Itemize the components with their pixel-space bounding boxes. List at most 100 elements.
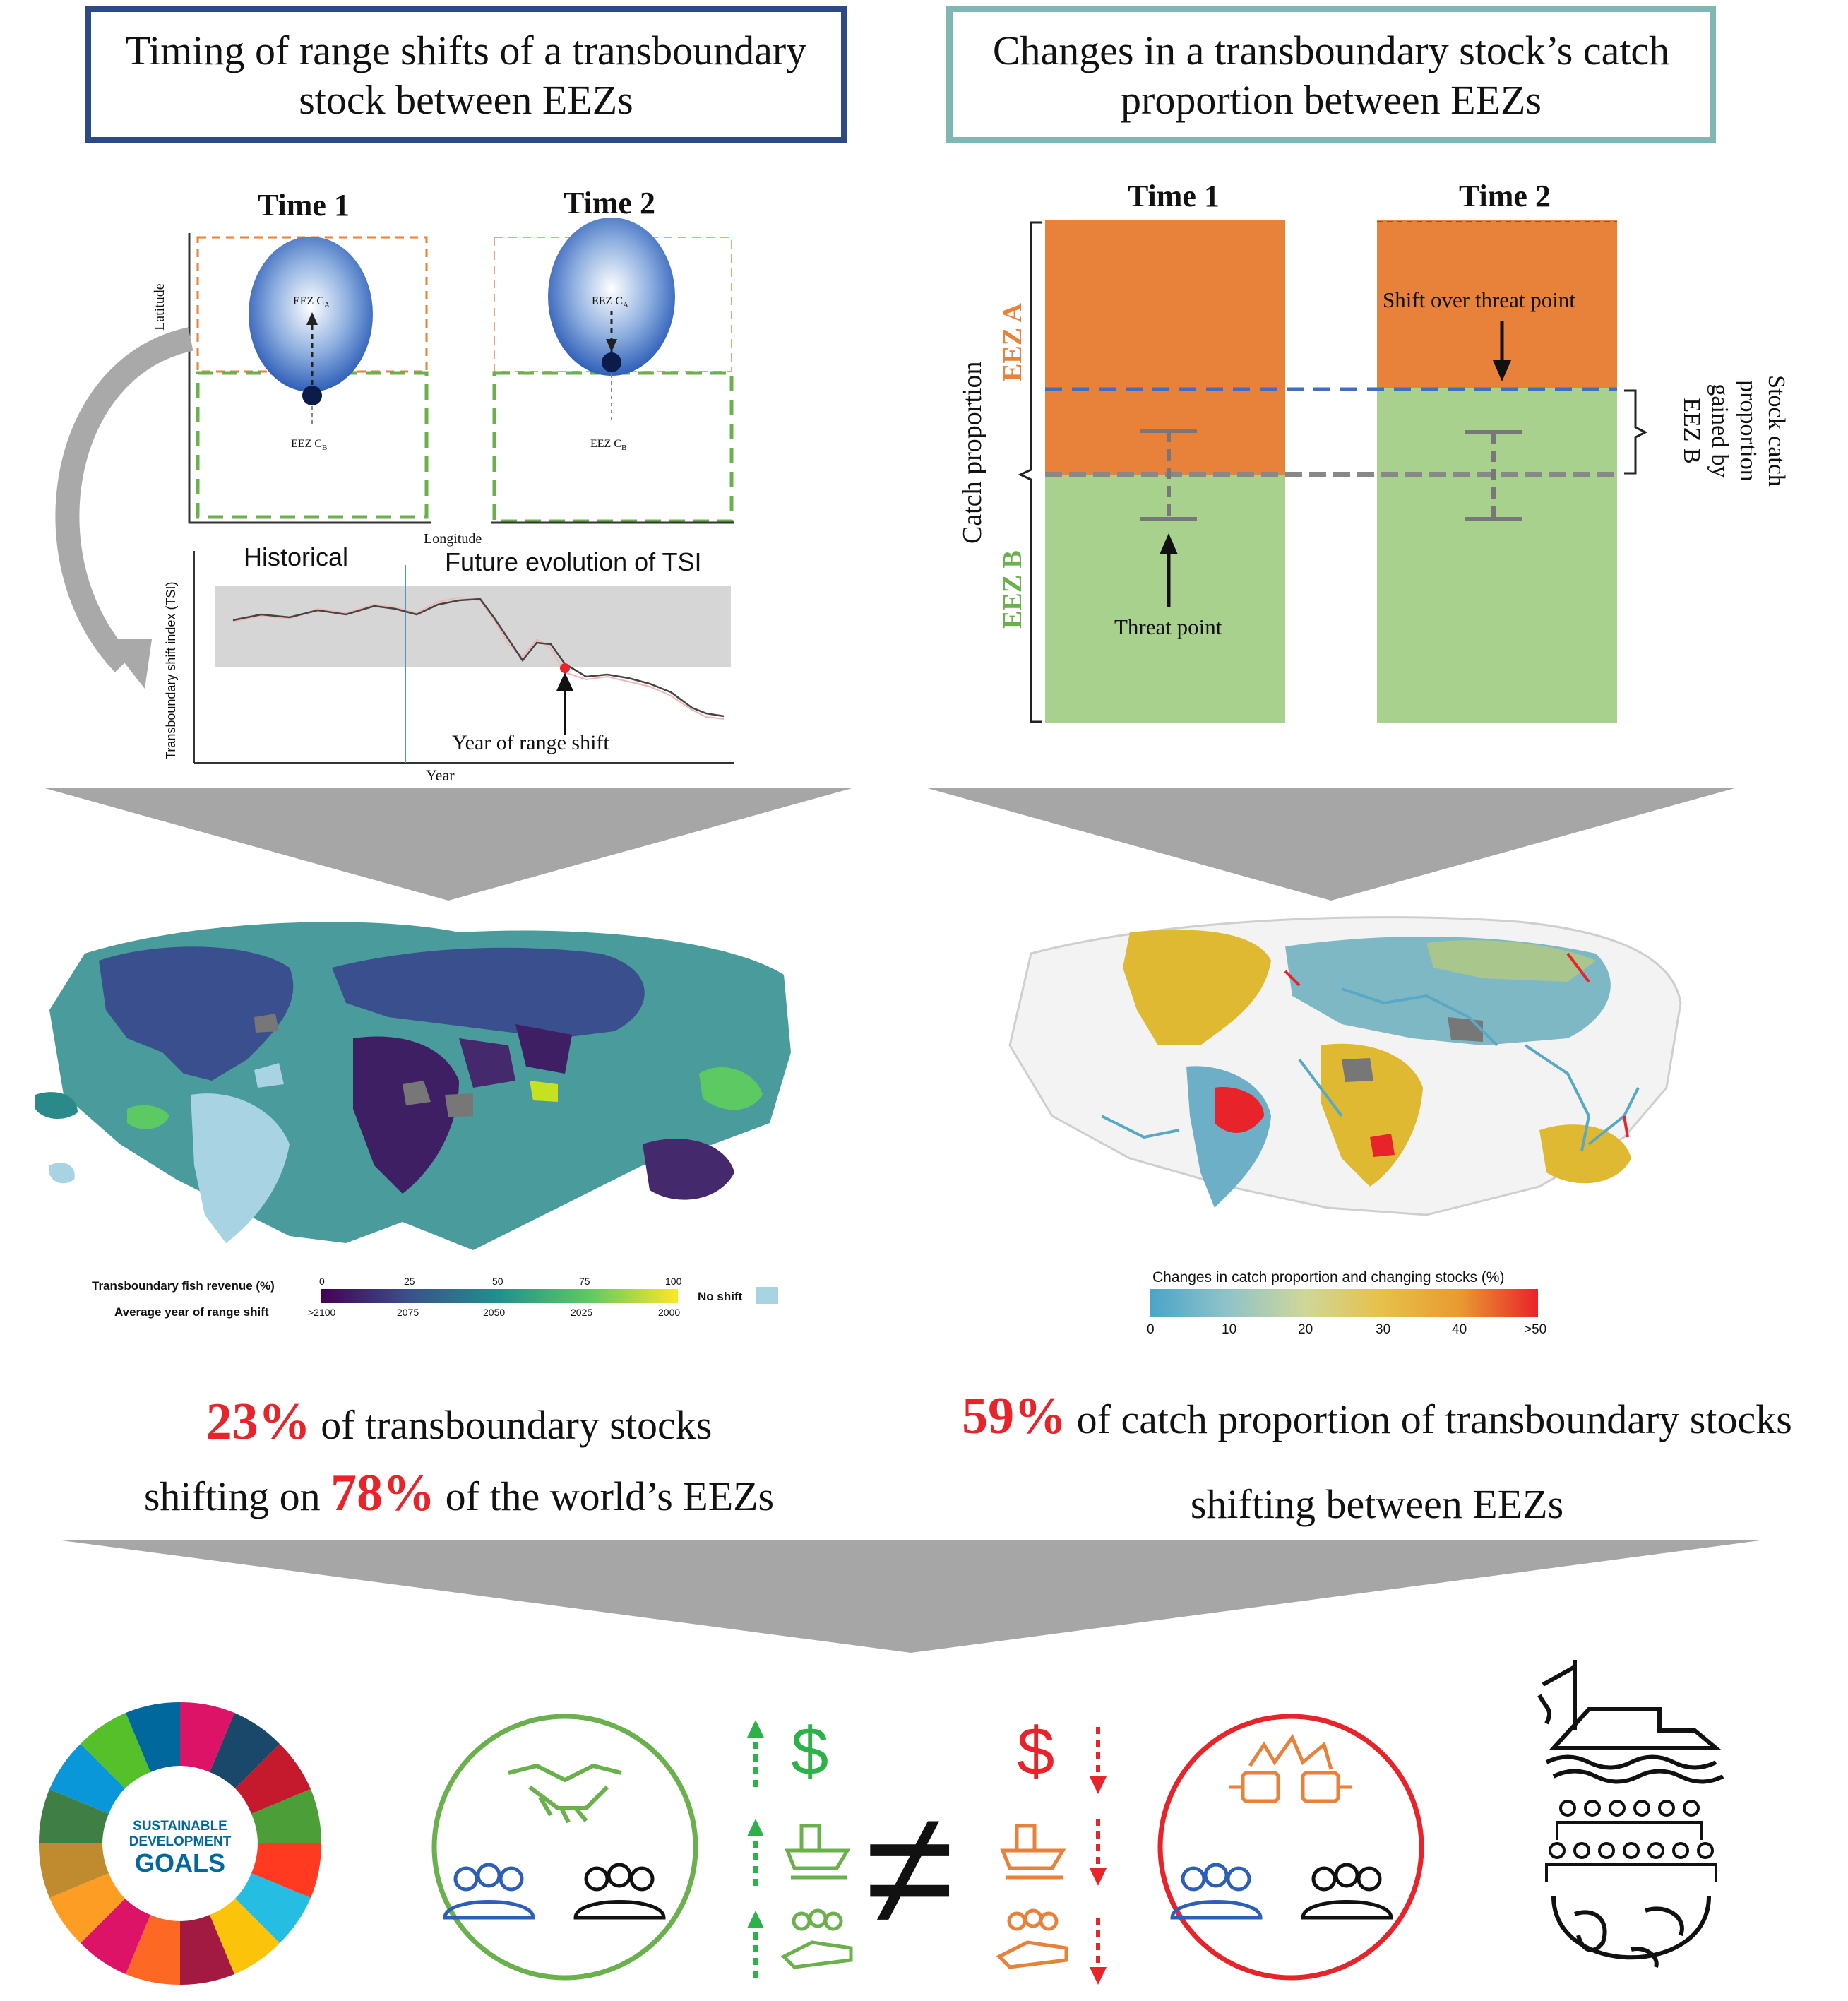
people-crowd-icon: [1545, 1800, 1717, 1882]
down-arrow-icon: [1090, 1868, 1107, 1886]
legend-left-tick: 2025: [571, 1307, 593, 1318]
stat-left: 23% of transboundary stocks shifting on …: [143, 1393, 775, 1522]
stat-right: 59% of catch proportion of transboundary…: [962, 1387, 1792, 1527]
sdg-wheel-logo: [38, 1702, 322, 1985]
people-hand-orange-icon: [996, 1908, 1068, 1969]
people-group-blue-icon: [1170, 1863, 1263, 1920]
legend-right-tick: 40: [1452, 1322, 1467, 1337]
down-arrow-icon: [1090, 1967, 1107, 1985]
people-group-black-icon: [1301, 1863, 1393, 1920]
globe-icon: [1551, 1896, 1711, 1968]
shift-over-threat-label: Shift over threat point: [1383, 287, 1575, 312]
conflict-fists-icon: [1229, 1733, 1352, 1803]
legend-left-label2: Average year of range shift: [114, 1305, 269, 1319]
africa: [353, 1036, 459, 1194]
down-arrow-right: [925, 788, 1737, 901]
legend-left-tick: >2100: [308, 1307, 336, 1318]
rm-australia: [1539, 1124, 1631, 1184]
left-panel-title: Timing of range shifts of a transboundar…: [85, 6, 847, 143]
eez-cb-label-time2: EEZ CB: [590, 438, 627, 453]
eez-cb-box-time1: [196, 371, 429, 519]
left-time1-label: Time 1: [258, 188, 350, 222]
eez-cb-label-time1: EEZ CB: [291, 438, 328, 453]
stock-centroid-time1: [302, 386, 322, 405]
bar-time1-eez-b: [1045, 475, 1285, 723]
fishing-vessel-icon: [1537, 1660, 1724, 1784]
down-arrow-bottom: [56, 1540, 1765, 1653]
right-time1-label: Time 1: [1128, 179, 1220, 213]
eez-ca-label-time1: EEZ CA: [293, 295, 330, 310]
rm-north-america: [1123, 930, 1271, 1045]
left-time2-label: Time 2: [564, 186, 655, 220]
people-group-blue-icon: [443, 1863, 535, 1920]
south-america: [191, 1093, 290, 1243]
eez-ca-label-time2: EEZ CA: [592, 295, 628, 310]
legend-left-tick: 2000: [658, 1307, 681, 1318]
range-shift-point: [560, 663, 570, 673]
cooperation-circle: [431, 1714, 698, 1981]
sdg-text: SUSTAINABLE DEVELOPMENT GOALS: [129, 1819, 232, 1877]
year-of-range-shift-label: Year of range shift: [452, 731, 609, 754]
longitude-label: Longitude: [424, 531, 482, 547]
legend-left-tick: 75: [579, 1276, 590, 1287]
right-panel-title: Changes in a transboundary stock’s catch…: [946, 6, 1716, 143]
catch-proportion-diagram: [1018, 220, 1648, 723]
legend-left-tick: 0: [319, 1276, 325, 1287]
catch-proportion-world-map: [1008, 916, 1682, 1216]
stat-left-pct2: 78%: [330, 1464, 436, 1522]
legend-left-tick: 25: [404, 1276, 415, 1287]
tsi-x-label: Year: [426, 766, 455, 784]
dollar-loss-icon: $: [1017, 1714, 1055, 1789]
range-shift-schematic: [55, 218, 734, 764]
right-time2-label: Time 2: [1459, 179, 1551, 213]
eez-cb-box-time2: [492, 371, 734, 523]
dollar-gain-icon: $: [791, 1714, 829, 1789]
fisheries-community-icon: [1537, 1660, 1724, 1968]
flow-curved-arrow: [55, 327, 193, 672]
legend-right-tick: 20: [1298, 1322, 1313, 1337]
legend-left-tick: 50: [492, 1276, 503, 1287]
up-arrow-icon: [747, 1911, 764, 1928]
benefit-comparison: [747, 1720, 1107, 1985]
fishing-boat-green-icon: [785, 1824, 851, 1880]
eurasia: [332, 947, 645, 1038]
conflict-circle: [1157, 1714, 1424, 1981]
up-arrow-icon: [747, 1819, 764, 1836]
north-america: [99, 946, 294, 1081]
people-hand-green-icon: [780, 1908, 853, 1969]
australia: [643, 1139, 734, 1200]
up-arrow-icon: [747, 1720, 764, 1738]
handshake-icon: [508, 1763, 622, 1824]
gained-bracket: [1624, 389, 1648, 475]
legend-left-tick: 2050: [483, 1307, 506, 1318]
legend-left-label1: Transboundary fish revenue (%): [92, 1279, 275, 1293]
people-group-black-icon: [573, 1863, 666, 1920]
down-arrow-icon: [1090, 1776, 1107, 1794]
rm-brazil: [1215, 1087, 1264, 1133]
stock-distribution-time2: [548, 218, 675, 376]
stat-left-pct1: 23%: [205, 1393, 311, 1451]
legend-right-tick: 10: [1222, 1322, 1237, 1337]
range-shift-world-map: [35, 922, 791, 1250]
legend-right-label: Changes in catch proportion and changing…: [1152, 1269, 1505, 1285]
tsi-historical-label: Historical: [244, 542, 349, 571]
legend-left-tick: 2075: [397, 1307, 419, 1318]
not-equal-symbol: ≠: [865, 1777, 955, 1959]
threat-point-label: Threat point: [1114, 614, 1222, 639]
catch-proportion-bracket: [1018, 221, 1042, 723]
legend-right-tick: >50: [1524, 1322, 1547, 1337]
stat-right-pct: 59%: [962, 1387, 1067, 1445]
legend-left-colorbar: [321, 1289, 678, 1303]
legend-right-tick: 30: [1376, 1322, 1391, 1337]
stock-distribution-time1: [249, 237, 373, 392]
tsi-line: [232, 598, 725, 718]
fishing-boat-orange-icon: [1000, 1824, 1066, 1880]
legend-no-shift-swatch: [756, 1287, 778, 1304]
legend-right-colorbar: [1150, 1289, 1538, 1317]
down-arrow-left: [42, 788, 854, 901]
bar-time2-eez-b: [1377, 388, 1617, 723]
legend-right-tick: 0: [1147, 1322, 1155, 1337]
tsi-future-label: Future evolution of TSI: [445, 547, 702, 576]
legend-no-shift-label: No shift: [698, 1290, 743, 1303]
